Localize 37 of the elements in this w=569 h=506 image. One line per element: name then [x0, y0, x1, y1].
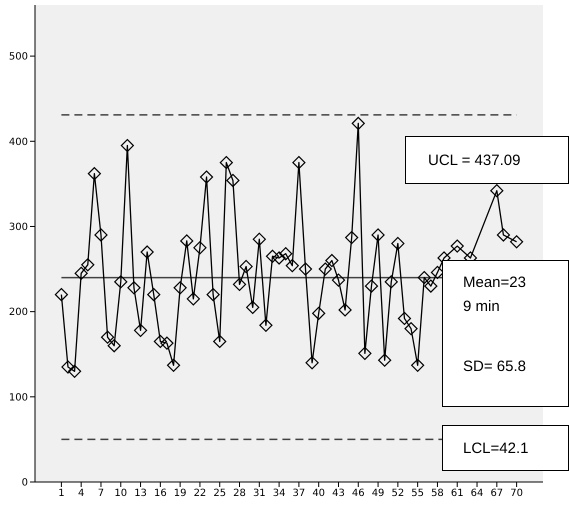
x-tick-label: 55 — [411, 488, 424, 500]
x-tick-label: 4 — [78, 488, 84, 500]
y-tick-label: 0 — [22, 478, 28, 489]
y-tick-label: 500 — [8, 52, 28, 63]
x-tick-label: 46 — [352, 488, 365, 500]
x-tick-label: 40 — [312, 488, 326, 500]
annotation: Mean=239 min — [463, 273, 527, 317]
x-tick-label: 7 — [98, 488, 104, 500]
x-tick-label: 70 — [510, 488, 523, 500]
x-tick-label: 64 — [470, 488, 484, 500]
x-tick-label: 67 — [490, 488, 504, 500]
annotation: LCL=42.1 — [463, 439, 530, 459]
x-tick-label: 1 — [58, 488, 65, 500]
x-tick-label: 13 — [134, 488, 147, 500]
x-tick-label: 43 — [332, 488, 345, 500]
y-tick-label: 300 — [8, 222, 28, 234]
x-tick-label: 61 — [450, 488, 464, 500]
x-tick-label: 19 — [174, 488, 187, 500]
x-tick-label: 22 — [194, 488, 206, 500]
x-tick-label: 37 — [292, 488, 306, 500]
y-tick-label: 200 — [8, 307, 28, 318]
y-tick-label: 100 — [8, 392, 28, 404]
x-tick-label: 58 — [431, 488, 444, 500]
x-tick-label: 34 — [272, 488, 286, 500]
x-tick-label: 28 — [233, 488, 246, 500]
x-tick-label: 10 — [114, 488, 128, 500]
x-tick-label: 16 — [154, 488, 167, 500]
x-tick-label: 49 — [372, 488, 384, 500]
x-tick-label: 31 — [252, 488, 266, 500]
x-tick-label: 25 — [213, 488, 226, 500]
y-tick-label: 400 — [8, 136, 28, 148]
text-box: Mean=239 min SD= 65.8 — [442, 260, 569, 407]
text-box: UCL = 437.09 — [405, 136, 569, 184]
annotation: UCL = 437.09 — [428, 151, 522, 171]
x-tick-label: 52 — [391, 488, 404, 500]
annotation: SD= 65.8 — [463, 357, 527, 377]
text-box: LCL=42.1 — [442, 425, 569, 471]
